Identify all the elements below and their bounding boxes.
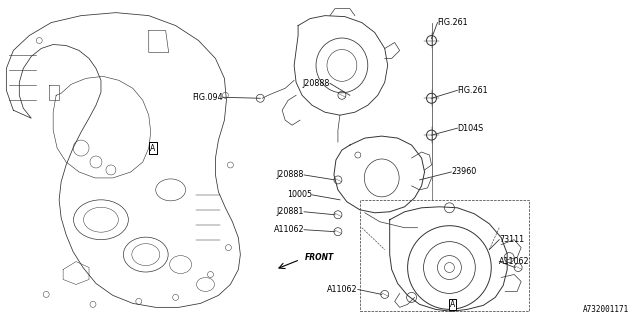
Text: A11062: A11062 <box>327 285 358 294</box>
Text: A732001171: A732001171 <box>582 305 628 314</box>
Text: D104S: D104S <box>458 124 484 132</box>
Bar <box>360 200 529 311</box>
Text: 23960: 23960 <box>451 167 477 176</box>
Text: FIG.261: FIG.261 <box>458 86 488 95</box>
Text: FIG.094: FIG.094 <box>192 93 223 102</box>
Text: A11062: A11062 <box>499 257 530 266</box>
Text: A: A <box>450 300 455 309</box>
Text: A11062: A11062 <box>273 225 304 234</box>
Text: A: A <box>150 144 156 153</box>
Text: J20888: J20888 <box>303 79 330 88</box>
Text: FRONT: FRONT <box>305 253 334 262</box>
Text: 73111: 73111 <box>499 235 524 244</box>
Text: J20881: J20881 <box>276 207 304 216</box>
Text: J20888: J20888 <box>276 171 304 180</box>
Text: 10005: 10005 <box>287 190 312 199</box>
Text: A: A <box>150 144 156 153</box>
Text: FIG.261: FIG.261 <box>438 18 468 27</box>
